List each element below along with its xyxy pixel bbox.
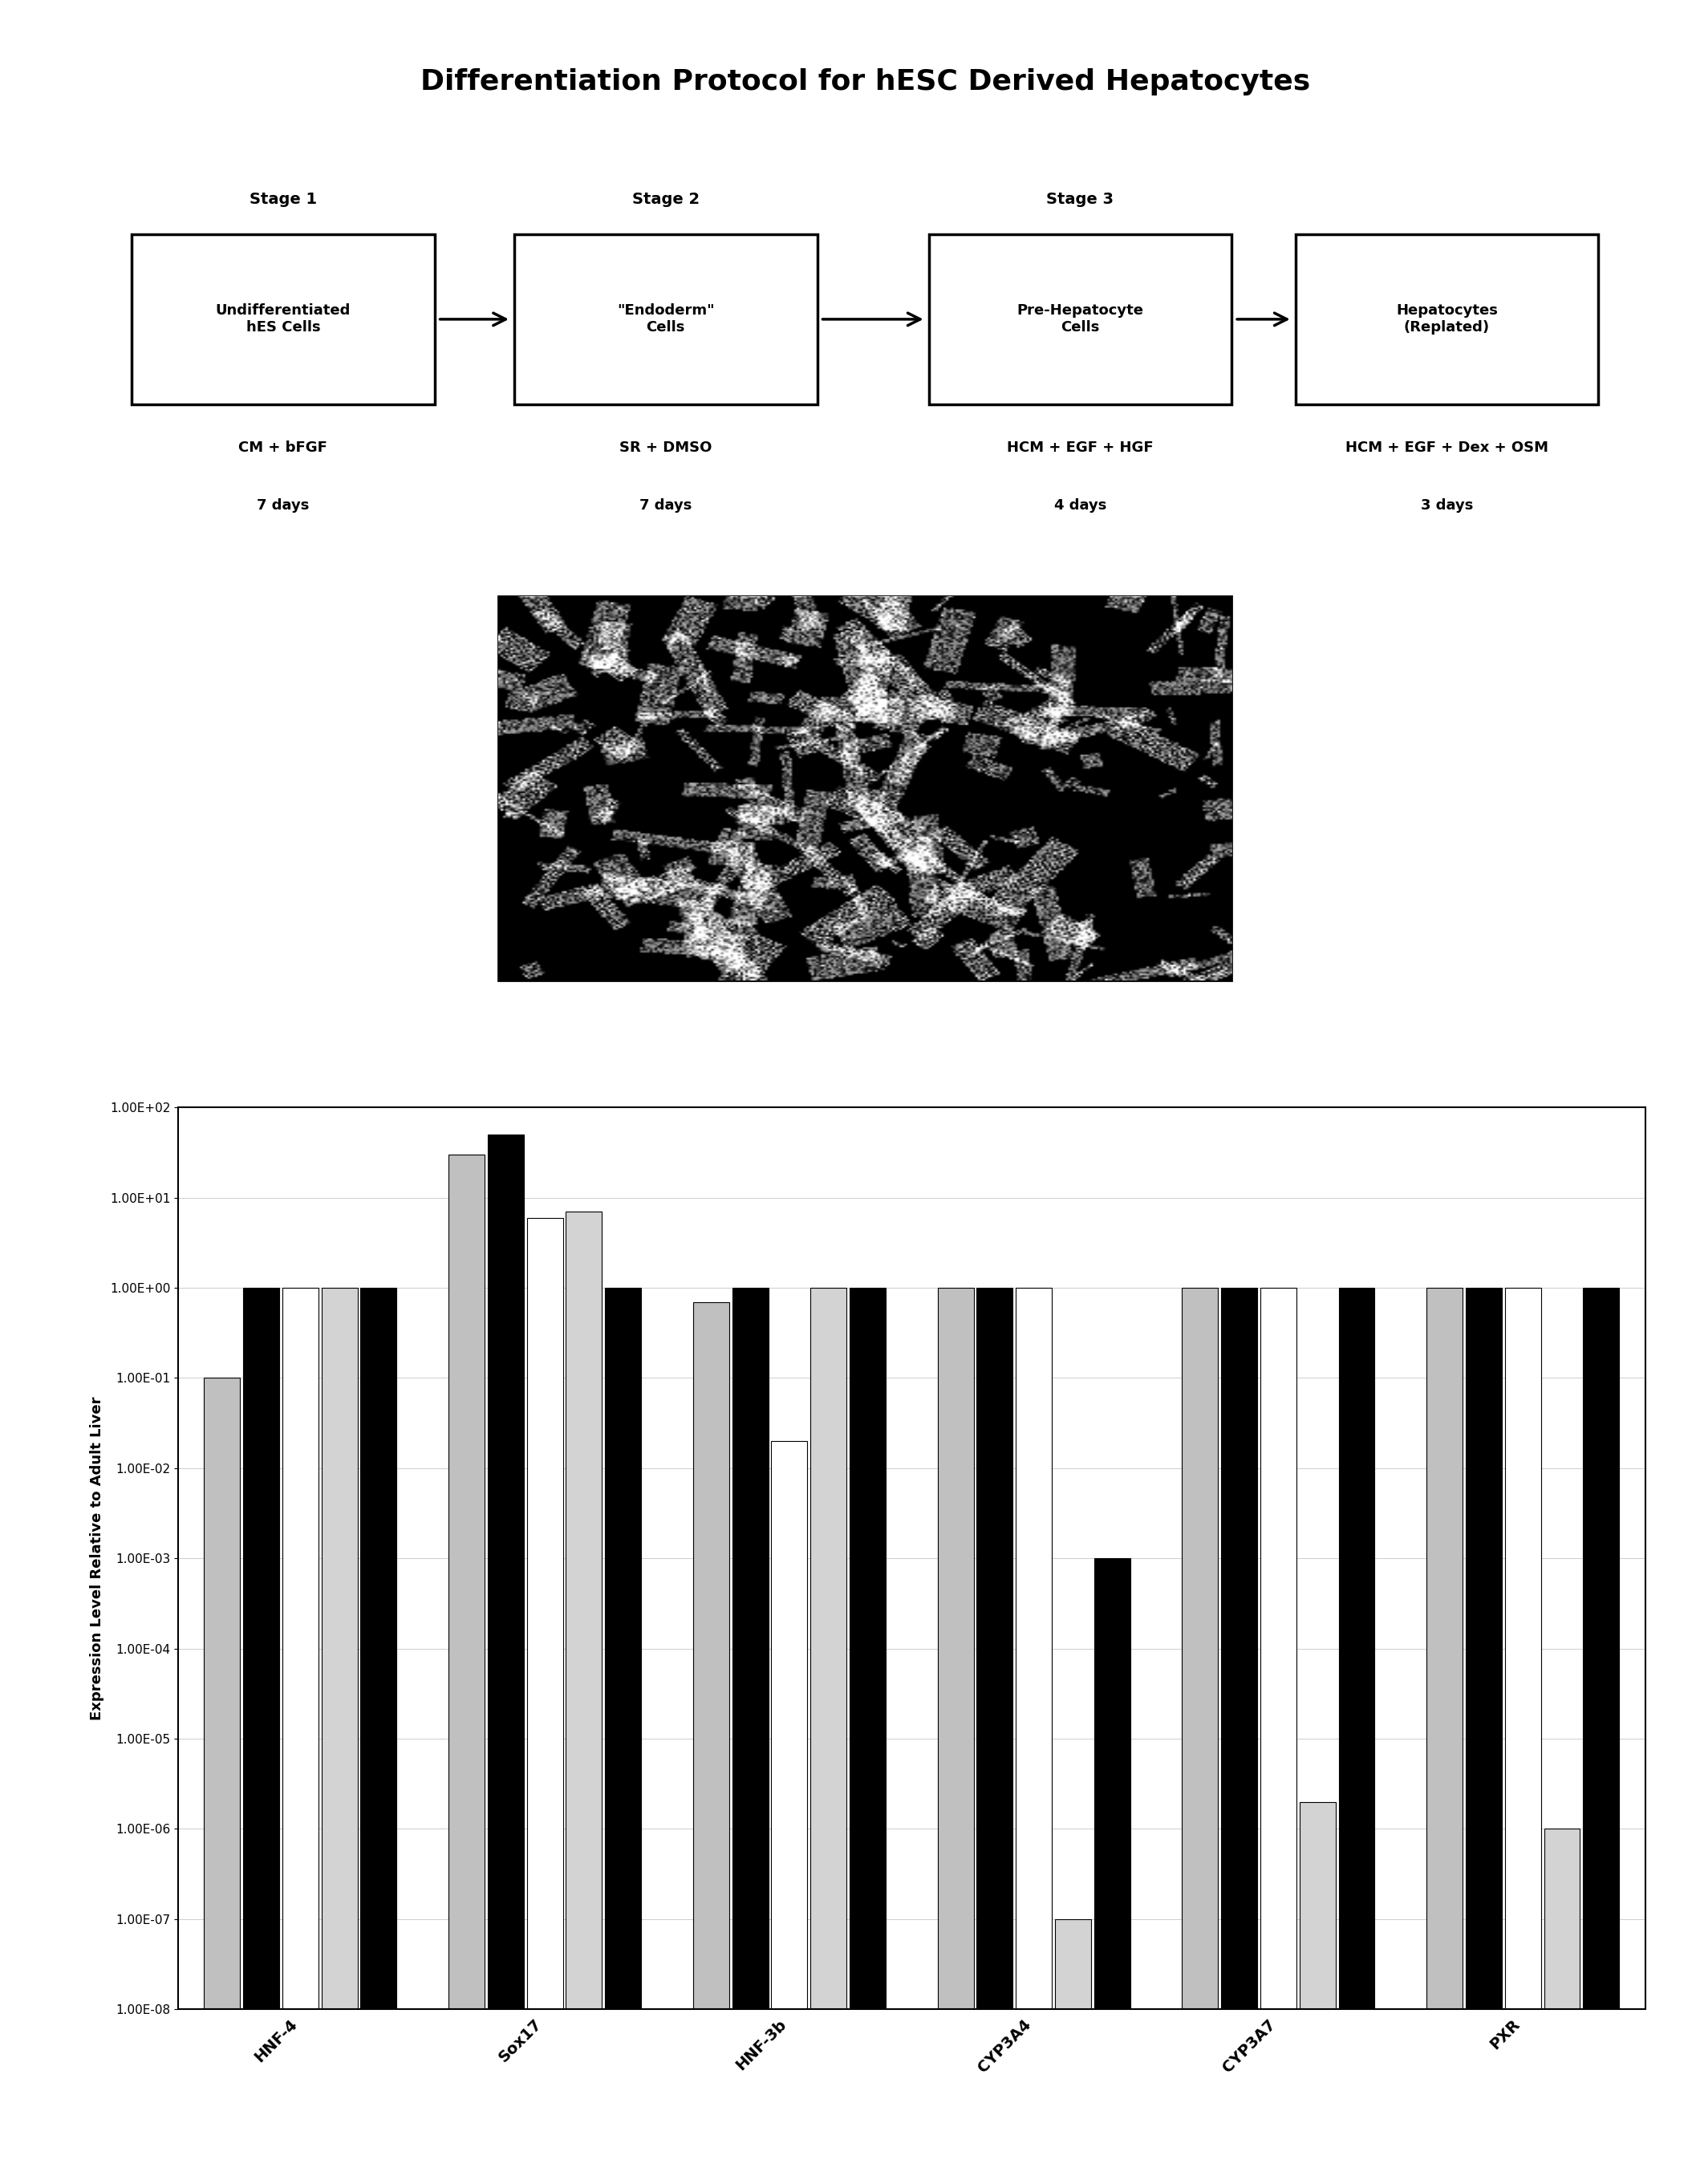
Bar — [1426, 1289, 1462, 2184]
Text: Hepatocytes
(Replated): Hepatocytes (Replated) — [1396, 304, 1498, 334]
Bar — [733, 1289, 768, 2184]
Bar — [1221, 1289, 1257, 2184]
Text: Pre-Hepatocyte
Cells: Pre-Hepatocyte Cells — [1018, 304, 1143, 334]
Bar — [1299, 1802, 1335, 2184]
Bar — [282, 1289, 319, 2184]
Text: HCM + EGF + HGF: HCM + EGF + HGF — [1007, 441, 1153, 454]
Bar — [499, 596, 1231, 981]
Bar — [605, 1289, 641, 2184]
Bar — [1338, 1289, 1374, 2184]
Text: Undifferentiated
hES Cells: Undifferentiated hES Cells — [215, 304, 351, 334]
Text: Stage 1: Stage 1 — [249, 192, 317, 207]
Text: SR + DMSO: SR + DMSO — [619, 441, 712, 454]
Text: 7 days: 7 days — [256, 498, 309, 513]
Bar — [1296, 234, 1598, 404]
Bar — [204, 1378, 241, 2184]
Bar — [1016, 1289, 1052, 2184]
Bar — [694, 1302, 729, 2184]
Bar — [488, 1136, 524, 2184]
Bar — [977, 1289, 1013, 2184]
Bar — [1182, 1289, 1218, 2184]
Bar — [1582, 1289, 1620, 2184]
Bar — [1094, 1559, 1130, 2184]
Bar — [1504, 1289, 1542, 2184]
Bar — [1543, 1828, 1581, 2184]
Bar — [772, 1441, 807, 2184]
Text: 7 days: 7 days — [639, 498, 692, 513]
Bar — [527, 1219, 563, 2184]
Bar — [132, 234, 434, 404]
Bar — [1260, 1289, 1296, 2184]
Text: Differentiation Protocol for hESC Derived Hepatocytes: Differentiation Protocol for hESC Derive… — [421, 68, 1309, 96]
Text: Stage 2: Stage 2 — [633, 192, 699, 207]
Bar — [811, 1289, 846, 2184]
Bar — [322, 1289, 358, 2184]
Bar — [1055, 1920, 1091, 2184]
Text: HCM + EGF + Dex + OSM: HCM + EGF + Dex + OSM — [1345, 441, 1548, 454]
Y-axis label: Expression Level Relative to Adult Liver: Expression Level Relative to Adult Liver — [90, 1396, 103, 1721]
Text: Stage 3: Stage 3 — [1046, 192, 1114, 207]
Bar — [938, 1289, 974, 2184]
Text: 3 days: 3 days — [1421, 498, 1474, 513]
Bar — [449, 1155, 485, 2184]
Bar — [929, 234, 1231, 404]
Text: "Endoderm"
Cells: "Endoderm" Cells — [617, 304, 714, 334]
Bar — [850, 1289, 885, 2184]
Bar — [1465, 1289, 1501, 2184]
Text: CM + bFGF: CM + bFGF — [239, 441, 327, 454]
Text: 4 days: 4 days — [1053, 498, 1106, 513]
Bar — [514, 234, 817, 404]
Bar — [566, 1212, 602, 2184]
Bar — [361, 1289, 397, 2184]
Bar — [243, 1289, 280, 2184]
